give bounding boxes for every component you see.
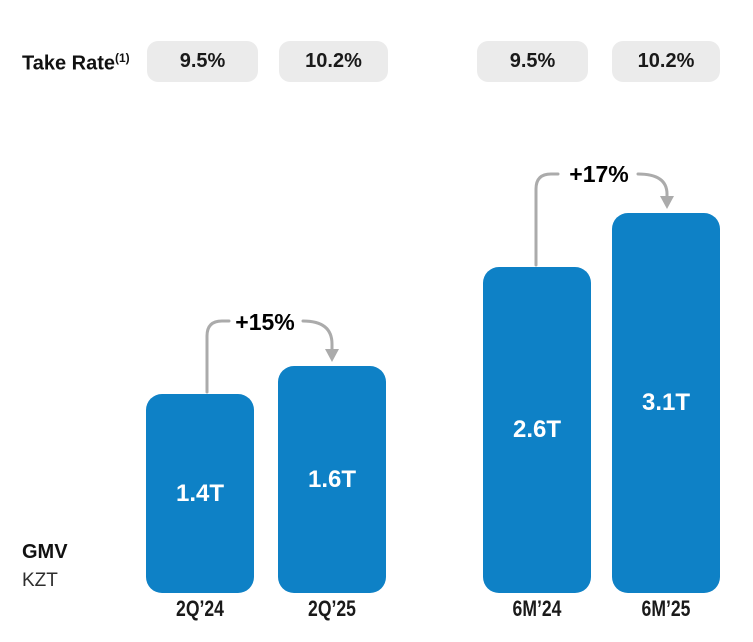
bar-2q24: 1.4T [146,394,254,593]
metric-label: GMV [22,541,68,563]
bar-2q25: 1.6T [278,366,386,593]
axis-label-2q25: 2Q’25 [308,596,356,621]
growth-label-quarter: +15% [235,309,295,335]
take-rate-badge-2q25: 10.2% [279,41,388,82]
bar-6m25: 3.1T [612,213,720,593]
take-rate-badge-6m25: 10.2% [612,41,720,82]
bar-value-6m25: 3.1T [641,389,691,416]
take-rate-badge-2q24: 9.5% [147,41,258,82]
axis-label-2q24: 2Q’24 [176,596,224,621]
axis-label-6m24: 6M’24 [512,596,562,621]
take-rate-title-text: Take Rate [22,52,116,75]
take-rate-title: Take Rate(1) [22,51,130,76]
bar-value-2q25: 1.6T [307,465,357,493]
take-rate-footnote-marker: (1) [115,51,130,65]
currency-label: KZT [22,570,58,591]
bar-value-6m24: 2.6T [512,416,562,443]
bar-value-2q24: 1.4T [175,479,225,507]
bar-6m24: 2.6T [483,267,591,593]
growth-label-halfyear: +17% [569,161,629,187]
metric-block: GMV KZT [22,541,68,592]
axis-label-6m25: 6M’25 [641,596,691,621]
take-rate-badge-6m24: 9.5% [477,41,588,82]
